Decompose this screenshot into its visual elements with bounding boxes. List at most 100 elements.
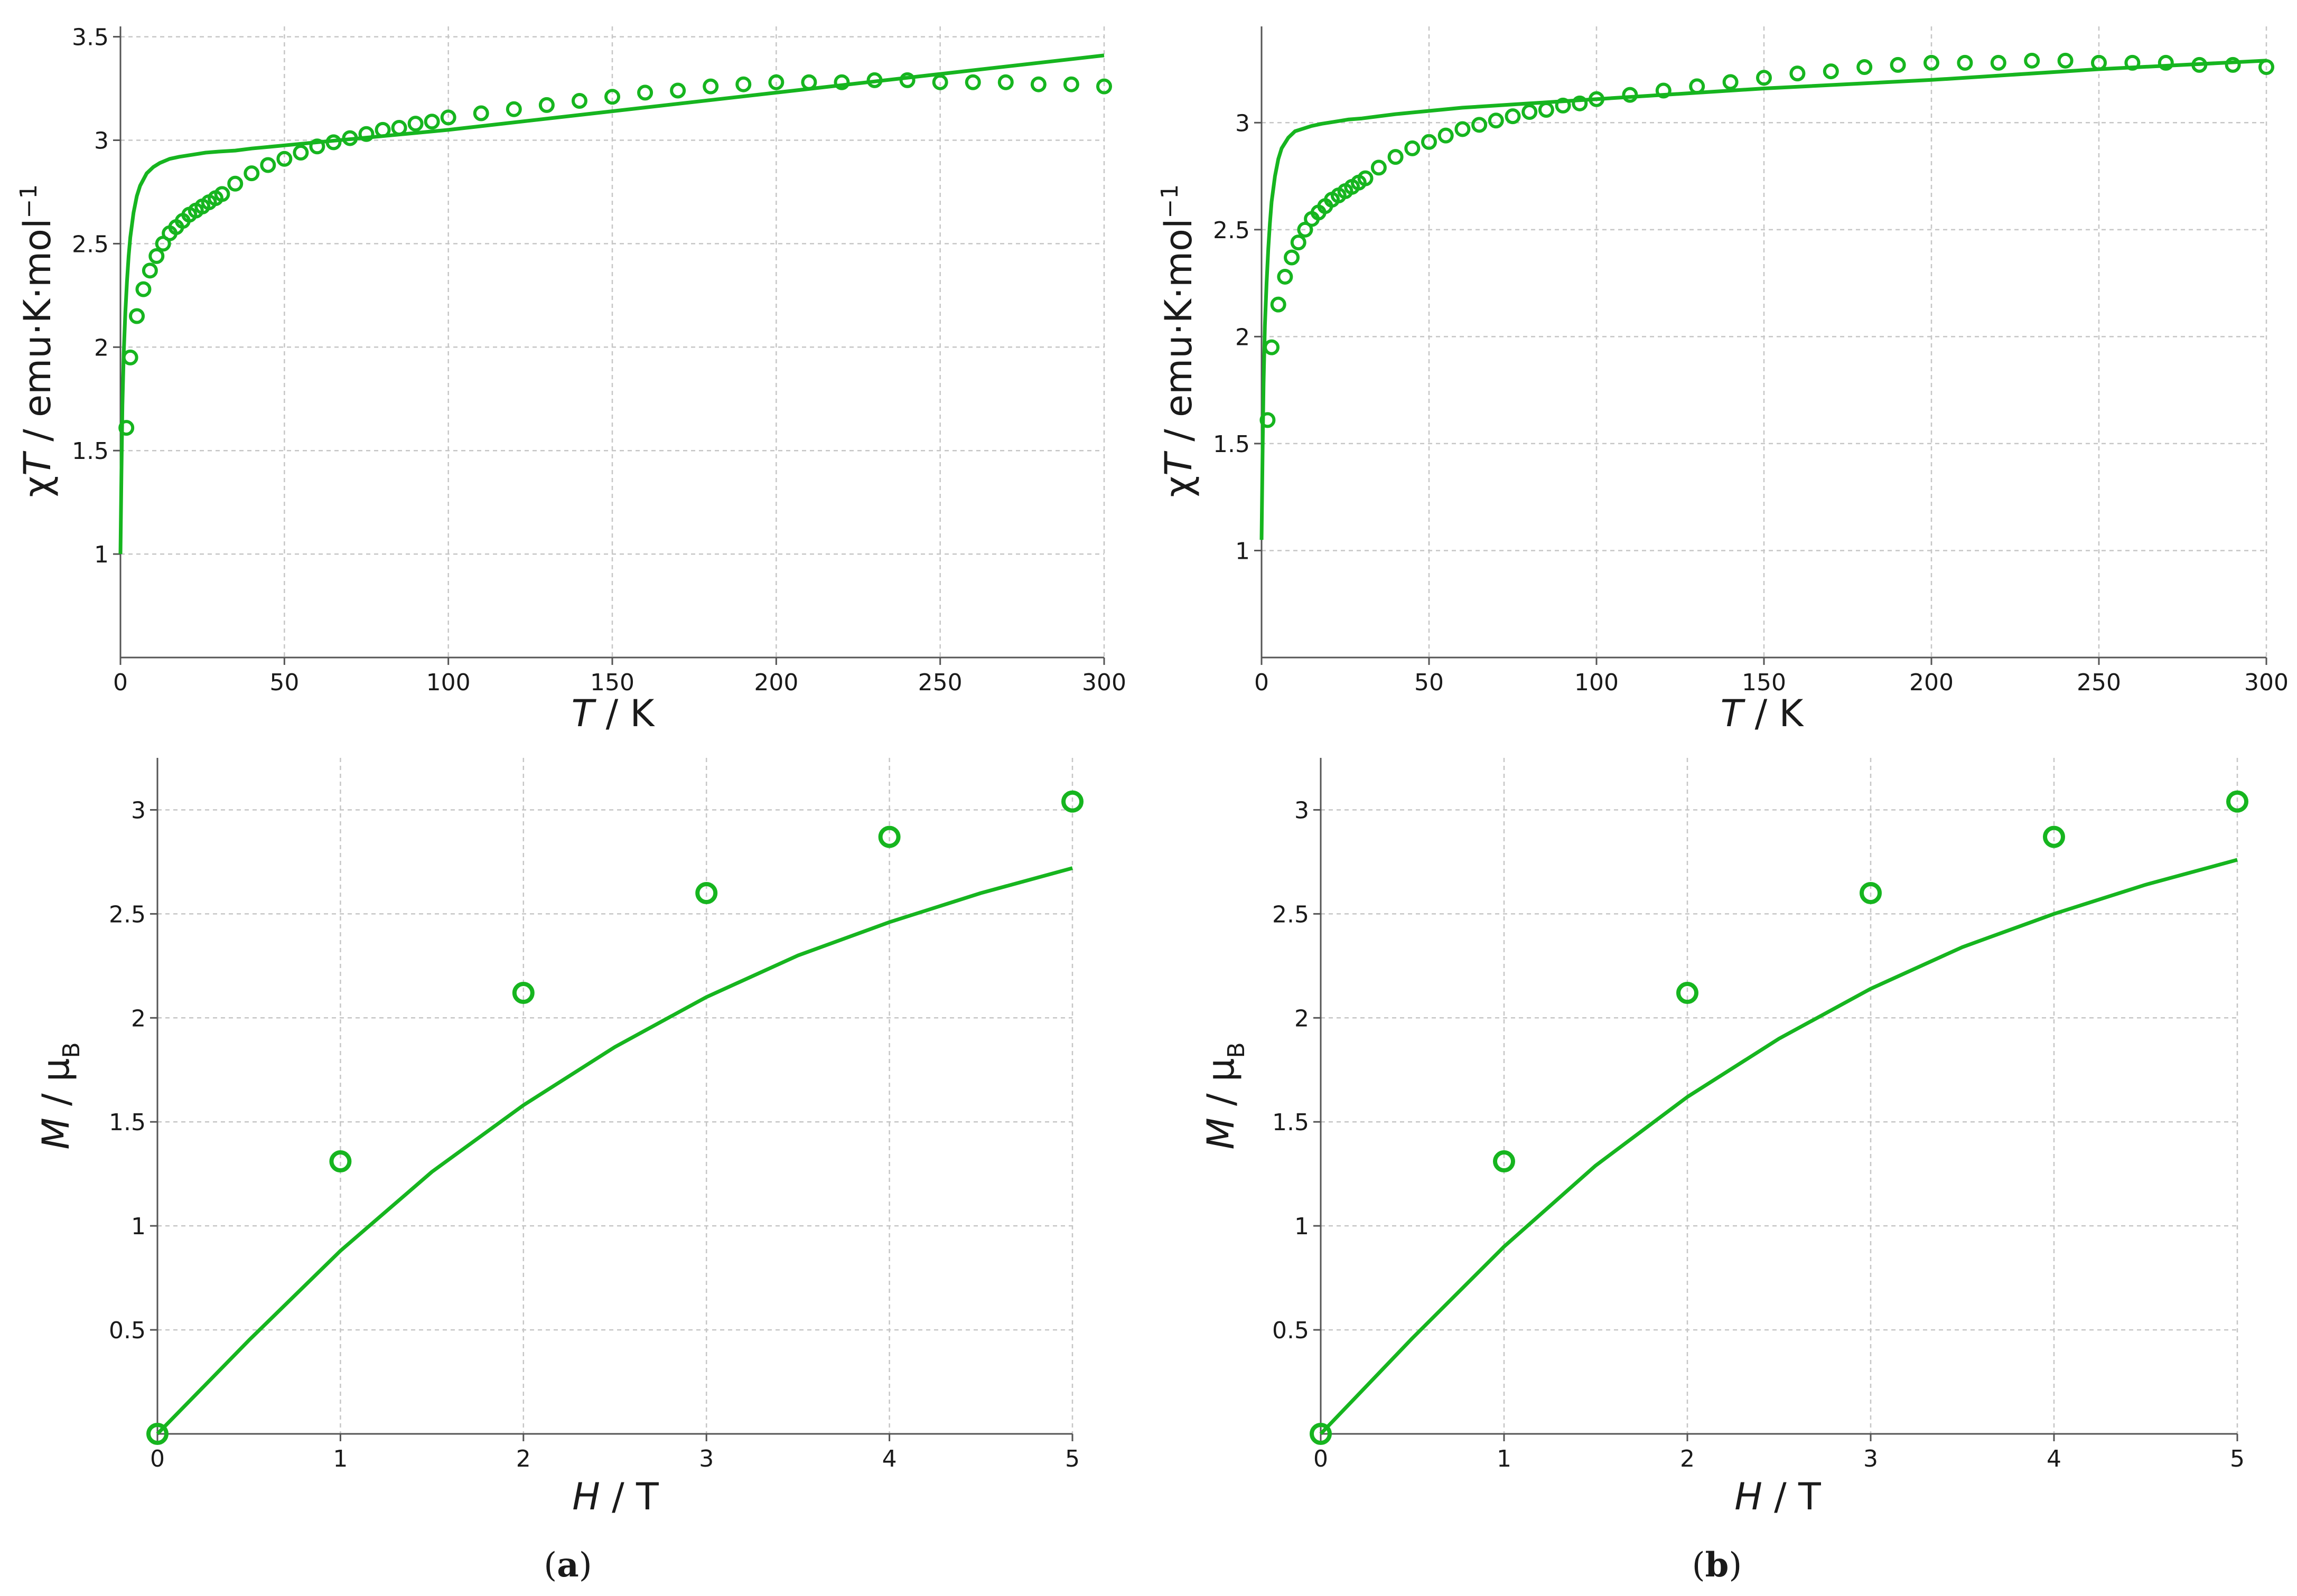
data-point (695, 882, 718, 904)
y-tick-label: 2.5 (1213, 217, 1250, 244)
data-point (2158, 54, 2174, 71)
data-point (1030, 76, 1047, 92)
data-point (129, 308, 145, 324)
data-point (227, 175, 244, 192)
chart-b-chiT-vs-T: 0 50 100 150 200 250 300 1 1.5 2 2.5 3 T / K χT / emu… (1156, 26, 2289, 735)
y-tick-label: 1.5 (1213, 431, 1250, 458)
y-tick-label: 3 (131, 797, 146, 824)
data-point (1521, 104, 1538, 120)
y-tick-label: 0.5 (109, 1317, 146, 1344)
data-point (214, 186, 230, 202)
y-tick-label: 1.5 (1272, 1109, 1309, 1136)
fit-curve (156, 866, 1073, 1435)
x-tick-label: 3 (1863, 1445, 1878, 1472)
y-tick-label: 1.5 (72, 438, 109, 465)
data-point (1923, 54, 1939, 71)
data-point (1277, 268, 1293, 285)
data-point (1061, 790, 1084, 813)
data-point (142, 262, 158, 279)
x-tick-label: 300 (2244, 669, 2289, 696)
x-tick-label: 0 (1254, 669, 1269, 696)
x-tick-label: 5 (2230, 1445, 2245, 1472)
x-axis-label: H / T (1734, 1475, 1821, 1518)
data-point (506, 101, 522, 117)
data-point (670, 82, 686, 99)
x-tick-label: 50 (1414, 669, 1444, 696)
data-point (135, 281, 152, 297)
x-tick-label: 150 (1742, 669, 1786, 696)
data-point (1538, 101, 1554, 118)
data-point (1990, 54, 2006, 71)
fit-curve (1319, 858, 2238, 1435)
y-tick-label: 1.5 (109, 1109, 146, 1136)
data-point (1471, 117, 1488, 133)
y-tick-label: 1 (1235, 538, 1250, 565)
x-tick-label: 0 (150, 1445, 165, 1472)
data-point (1387, 149, 1404, 165)
data-point (146, 1423, 169, 1445)
data-point (424, 114, 440, 130)
data-point (1555, 97, 1571, 114)
caption-a: (a) (544, 1545, 592, 1585)
data-point (260, 157, 276, 173)
y-tick-label: 1 (131, 1213, 146, 1240)
y-axis-label: M / μB (34, 1042, 85, 1149)
x-tick-label: 3 (699, 1445, 714, 1472)
data-point (538, 97, 555, 113)
data-point (1655, 82, 1672, 99)
data-point (1454, 121, 1471, 137)
fit-curve (118, 53, 1105, 555)
data-point (122, 349, 138, 365)
data-point (391, 119, 407, 136)
data-point (604, 89, 620, 105)
y-tick-label: 3.5 (72, 24, 109, 51)
y-tick-label: 2.5 (72, 231, 109, 258)
data-point (1860, 882, 1882, 904)
y-tick-label: 3 (94, 127, 109, 154)
x-axis-label: T / K (1721, 692, 1805, 735)
data-point (1284, 249, 1300, 266)
data-point (118, 420, 135, 436)
data-point (1488, 112, 1504, 129)
data-point (512, 982, 535, 1004)
data-point (1404, 140, 1421, 156)
data-point (1270, 296, 1286, 313)
x-tick-label: 300 (1082, 669, 1126, 696)
y-tick-label: 2.5 (1272, 901, 1309, 928)
data-point (1437, 127, 1454, 144)
x-tick-label: 2 (1680, 1445, 1695, 1472)
x-tick-label: 2 (516, 1445, 531, 1472)
y-axis-label: M / μB (1199, 1042, 1250, 1149)
data-point (440, 109, 456, 126)
x-tick-label: 100 (1574, 669, 1619, 696)
y-tick-label: 2 (1235, 324, 1250, 351)
data-point (1789, 65, 1806, 82)
x-tick-label: 0 (1313, 1445, 1328, 1472)
x-tick-label: 4 (882, 1445, 897, 1472)
y-tick-label: 2 (131, 1005, 146, 1032)
data-point (834, 74, 850, 90)
x-tick-label: 0 (113, 669, 128, 696)
data-point (997, 74, 1014, 90)
x-axis-label: H / T (572, 1475, 659, 1518)
data-point (2043, 825, 2065, 848)
data-point (878, 825, 901, 848)
x-tick-label: 200 (1909, 669, 1954, 696)
data-point (1370, 159, 1387, 176)
y-tick-label: 2 (1294, 1005, 1309, 1032)
data-point (735, 76, 752, 92)
data-point (2226, 790, 2248, 813)
chart-b-M-vs-H: 0 1 2 3 4 5 0.5 1 1.5 2 2.5 3 H / T M / μB (1199, 758, 2248, 1518)
data-point (293, 145, 309, 161)
data-point (309, 138, 325, 155)
data-point (407, 116, 424, 132)
data-point (703, 78, 719, 95)
data-point (1493, 1150, 1515, 1173)
data-point (1421, 134, 1437, 150)
data-point (965, 74, 981, 90)
data-point (1096, 78, 1112, 95)
x-axis-label: T / K (572, 692, 656, 735)
y-axis-label: χT / emu·K·mol−1 (15, 184, 59, 497)
data-point (1264, 339, 1280, 355)
